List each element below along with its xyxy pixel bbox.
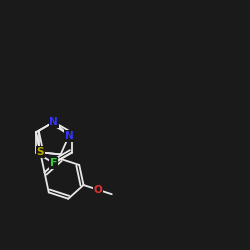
Text: O: O [94,185,102,195]
Text: N: N [49,117,58,127]
Text: S: S [36,147,44,157]
Text: N: N [64,131,73,141]
Text: F: F [50,158,58,168]
